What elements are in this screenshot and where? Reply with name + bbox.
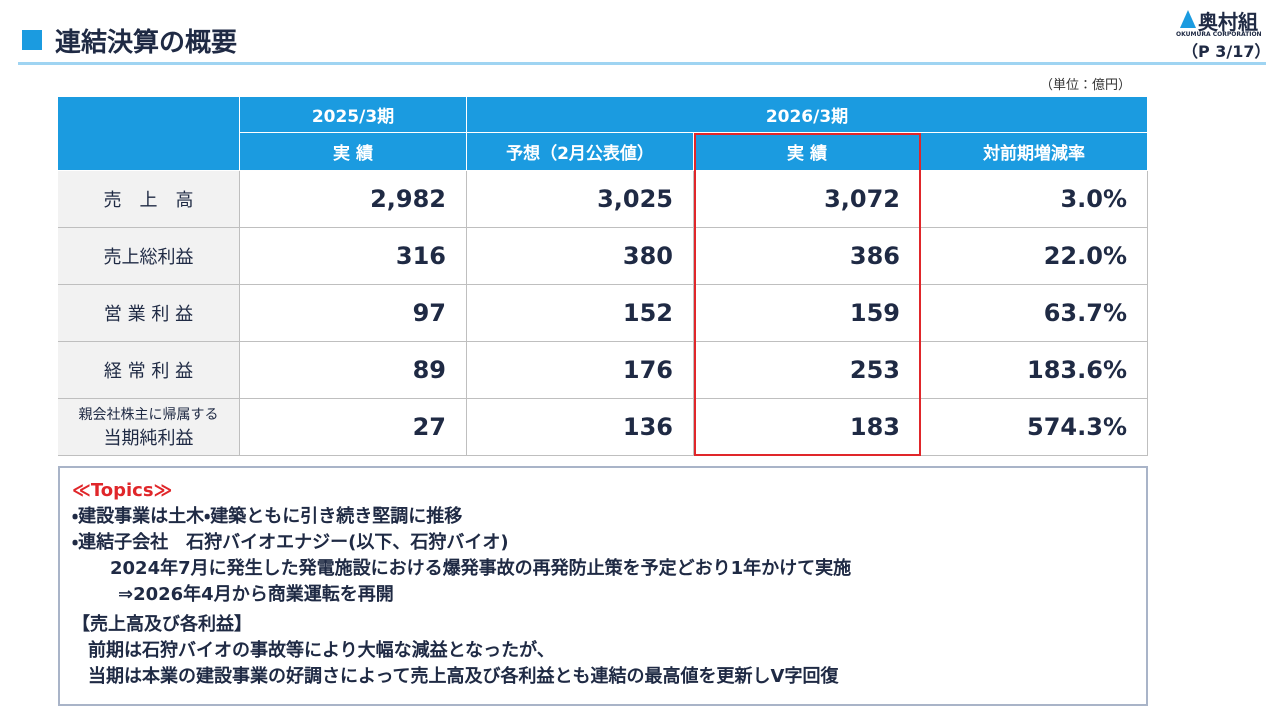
cell: 27 [240,399,467,456]
header-corner [58,97,240,171]
cell: 176 [467,342,694,399]
topic-line: 2024年7月に発生した発電施設における爆発事故の再発防止策を予定どおり1年かけ… [110,558,852,579]
cell: 183.6% [921,342,1148,399]
cell: 159 [694,285,921,342]
cell: 2,982 [240,171,467,228]
title-icon [22,30,42,50]
logo-sub: OKUMURA CORPORATION [1176,31,1262,38]
group-header: 2026/3期 [467,97,1148,133]
topics-heading: ≪Topics≫ [72,480,173,501]
row-label-line: 売上総利益 [103,247,194,268]
cell: 63.7% [921,285,1148,342]
topic-line: 前期は石狩バイオの事故等により大幅な減益となったが、 [88,640,555,661]
column-header: 予想（2月公表値） [467,133,694,171]
cell: 380 [467,228,694,285]
row-label-line: 売 上 高 [103,190,194,211]
row-label-line: 営 業 利 益 [103,304,194,325]
row-label: 営 業 利 益 [58,285,240,342]
cell: 316 [240,228,467,285]
row-label: 親会社株主に帰属する当期純利益 [58,399,240,456]
cell: 152 [467,285,694,342]
row-label: 経 常 利 益 [58,342,240,399]
cell: 3,025 [467,171,694,228]
highlight-box [694,133,921,456]
topic-line: 当期は本業の建設事業の好調さによって売上高及び各利益とも連結の最高値を更新しV字… [88,666,839,687]
cell: 136 [467,399,694,456]
row-label: 売上総利益 [58,228,240,285]
topic-line: ・連結子会社 石狩バイオエナジー(以下、石狩バイオ) [72,532,509,553]
group-header: 2025/3期 [240,97,467,133]
title: 連結決算の概要 [55,28,238,58]
logo: 奥村組 [1198,10,1258,34]
row-label-line: 当期純利益 [103,428,194,449]
cell: 3,072 [694,171,921,228]
cell: 253 [694,342,921,399]
row-label-line: 親会社株主に帰属する [78,407,219,423]
topic-line: 【売上高及び各利益】 [72,614,252,635]
column-header: 実 績 [240,133,467,171]
column-header: 実 績 [694,133,921,171]
topic-line: ・建設事業は土木・建築ともに引き続き堅調に推移 [72,506,463,527]
logo-icon [1180,10,1196,28]
row-label: 売 上 高 [58,171,240,228]
unit: （単位：億円） [1040,78,1132,93]
row-label-line: 経 常 利 益 [103,361,194,382]
column-header: 対前期増減率 [921,133,1148,171]
cell: 22.0% [921,228,1148,285]
cell: 3.0% [921,171,1148,228]
cell: 386 [694,228,921,285]
page-number: （P 3/17） [1182,42,1271,61]
cell: 574.3% [921,399,1148,456]
cell: 89 [240,342,467,399]
topics: ≪Topics≫ ・建設事業は土木・建築ともに引き続き堅調に推移 ・連結子会社 … [58,466,1148,706]
cell: 97 [240,285,467,342]
topic-line: ⇒2026年4月から商業運転を再開 [118,584,394,605]
title-rule [18,62,1266,65]
